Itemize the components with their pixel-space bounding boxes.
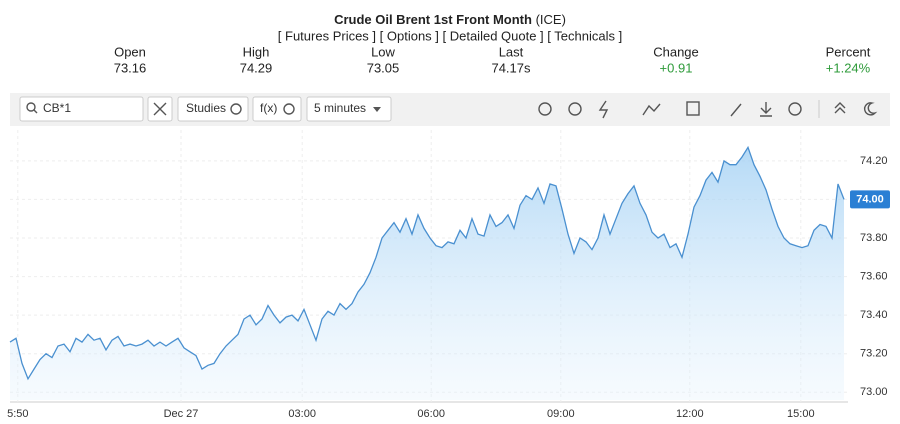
dropdown-arrow <box>373 107 381 112</box>
stat-label: Percent <box>826 44 871 59</box>
search-icon <box>26 102 36 112</box>
download-icon[interactable] <box>760 102 772 117</box>
fx-button[interactable] <box>252 96 302 122</box>
links[interactable]: [ Futures Prices ] [ Options ] [ Detaile… <box>278 28 622 43</box>
stat-value: +0.91 <box>660 60 693 75</box>
stat-label: Low <box>371 44 395 59</box>
stat-value: 74.29 <box>240 60 273 75</box>
x-tick-label: 15:00 <box>787 408 815 420</box>
plus-icon <box>230 103 242 115</box>
symbol-input[interactable] <box>19 96 144 122</box>
theme-icon[interactable] <box>864 102 878 116</box>
x-tick-label: 03:00 <box>288 408 316 420</box>
plus-icon <box>283 103 295 115</box>
symbol[interactable]: CB*1 <box>43 101 71 115</box>
y-tick-label: 74.20 <box>860 155 888 167</box>
y-tick-label: 73.40 <box>860 309 888 321</box>
stat-value: +1.24% <box>826 60 871 75</box>
y-tick-label: 73.60 <box>860 270 888 282</box>
layout-icon[interactable] <box>686 101 700 116</box>
toolbar: CB*1 Studies f(x) 5 minutes <box>10 93 890 126</box>
studies-button[interactable] <box>177 96 249 122</box>
stat-value: 73.16 <box>114 60 147 75</box>
x-tick-label: 09:00 <box>547 408 575 420</box>
flash-icon[interactable] <box>598 100 609 119</box>
stat-label: High <box>243 44 270 59</box>
price-tag: 74.00 <box>856 193 884 205</box>
compare-icon <box>153 102 167 116</box>
draw-icon[interactable] <box>730 103 742 117</box>
title-exchange: (ICE) <box>536 12 566 27</box>
stat-label: Open <box>114 44 146 59</box>
stat-value: 73.05 <box>367 60 400 75</box>
price-line <box>9 145 845 381</box>
y-tick-label: 73.20 <box>860 348 888 360</box>
title: Crude Oil Brent 1st Front Month (ICE) <box>334 12 566 27</box>
x-tick-label: 12:00 <box>676 408 704 420</box>
stat-label: Last <box>499 44 524 59</box>
settings-icon[interactable] <box>788 102 802 116</box>
interval-button[interactable] <box>306 96 392 122</box>
fx-label[interactable]: f(x) <box>260 101 277 115</box>
x-tick-label: Dec 27 <box>164 408 199 420</box>
interval-label[interactable]: 5 minutes <box>314 101 366 115</box>
title-main: Crude Oil Brent 1st Front Month <box>334 12 532 27</box>
plot: 73.00 73.20 73.40 73.60 73.80 74.00 74.20 5:50 D… <box>7 130 890 420</box>
redo-icon[interactable] <box>568 102 582 116</box>
stat-label: Change <box>653 44 699 59</box>
search-icon-handle <box>33 109 38 114</box>
collapse-icon[interactable] <box>834 102 846 114</box>
y-tick-label: 73.80 <box>860 232 888 244</box>
x-tick-label: 06:00 <box>417 408 445 420</box>
price-tag-bg <box>850 190 890 209</box>
area <box>10 147 844 400</box>
x-tick-label: 5:50 <box>7 408 28 420</box>
chart-type-icon[interactable] <box>642 103 661 116</box>
y-tick-label: 73.00 <box>860 386 888 398</box>
undo-icon[interactable] <box>538 102 552 116</box>
studies-label[interactable]: Studies <box>186 101 226 115</box>
stat-value: 74.17s <box>491 60 531 75</box>
